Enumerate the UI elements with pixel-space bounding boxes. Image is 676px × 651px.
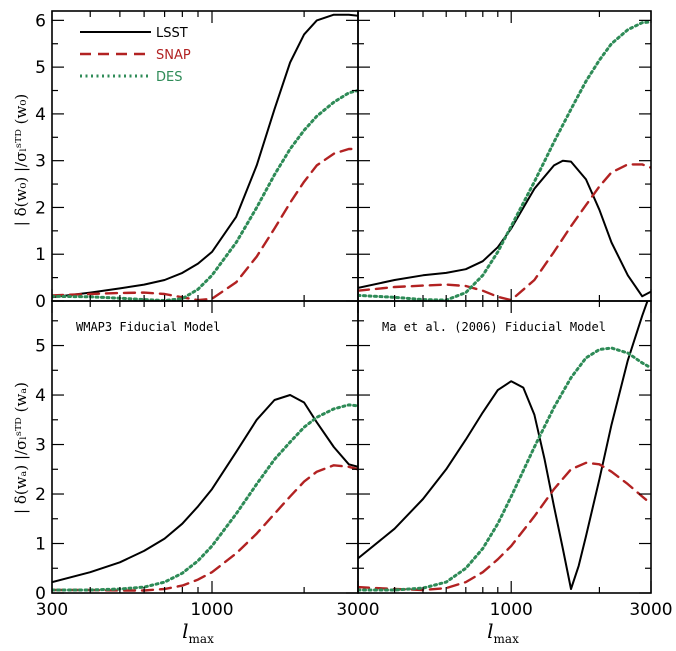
panels: 0 1 2 3 4 5 6 0 1 2 3 4 5 300 1000 3000 WMAP3 Fiducial M… — [35, 10, 673, 620]
y-tick-label: 1 — [35, 245, 46, 265]
x-tick-label: 3000 — [336, 600, 379, 620]
y-axis-label-bottom: | δ(wₐ) |/σₗˢᵀᴰ (wₐ) — [12, 382, 30, 514]
panel-bottom-right: 1000 3000 Ma et al. (2006) Fiducial Model — [357, 300, 673, 620]
y-tick-label: 3 — [35, 152, 46, 172]
panel-frame — [51, 300, 359, 594]
x-tick-label: 3000 — [629, 600, 672, 620]
panel-frame — [357, 300, 652, 594]
x-axis-label-right-sub: max — [494, 632, 520, 646]
series-line-lsst — [358, 301, 649, 590]
x-axis-label-right-main: l — [487, 619, 493, 643]
series-line-snap — [358, 461, 651, 592]
panel-bottom-left: 0 1 2 3 4 5 300 1000 3000 WMAP3 Fiducial Model — [35, 300, 380, 620]
y-tick-label: 1 — [35, 535, 46, 555]
y-tick-label: 2 — [35, 485, 46, 505]
panel-frame — [357, 10, 652, 302]
series-line-snap — [358, 163, 651, 301]
legend: LSST SNAP DES — [80, 26, 191, 85]
series-line-snap — [52, 147, 358, 301]
legend-label-lsst: LSST — [156, 26, 188, 41]
series-line-lsst — [52, 13, 358, 299]
series-line-des — [52, 89, 358, 301]
x-tick-label: 1000 — [490, 600, 533, 620]
panel-annotation: WMAP3 Fiducial Model — [76, 320, 221, 334]
y-tick-label: 0 — [35, 584, 46, 604]
x-tick-label: 300 — [36, 600, 68, 620]
panel-top-left: 0 1 2 3 4 5 6 — [35, 10, 359, 312]
y-tick-label: 4 — [35, 386, 46, 406]
y-tick-label: 2 — [35, 198, 46, 218]
series-group — [358, 301, 651, 592]
x-axis-label-right: lmax — [487, 619, 519, 646]
series-line-snap — [52, 464, 358, 592]
series-group — [52, 13, 358, 301]
series-line-lsst — [358, 159, 651, 298]
series-group — [52, 394, 358, 592]
y-tick-label: 3 — [35, 436, 46, 456]
series-group — [358, 20, 651, 301]
y-tick-label: 5 — [35, 58, 46, 78]
panel-top-right — [357, 10, 652, 302]
y-tick-label: 0 — [35, 292, 46, 312]
panel-annotation: Ma et al. (2006) Fiducial Model — [382, 320, 606, 334]
series-line-des — [52, 403, 358, 592]
legend-label-des: DES — [156, 70, 182, 85]
x-axis-label-left-main: l — [182, 619, 188, 643]
x-tick-label: 1000 — [190, 600, 233, 620]
series-line-des — [358, 20, 651, 301]
series-line-lsst — [52, 394, 358, 584]
legend-label-snap: SNAP — [156, 48, 191, 63]
series-line-des — [358, 346, 651, 592]
x-axis-label-left: lmax — [182, 619, 214, 646]
y-tick-label: 5 — [35, 337, 46, 357]
x-axis-label-left-sub: max — [189, 632, 215, 646]
y-tick-label: 4 — [35, 105, 46, 125]
y-axis-label-top: | δ(w₀) |/σₗˢᵀᴰ (w₀) — [12, 94, 30, 226]
y-tick-label: 6 — [35, 11, 46, 31]
